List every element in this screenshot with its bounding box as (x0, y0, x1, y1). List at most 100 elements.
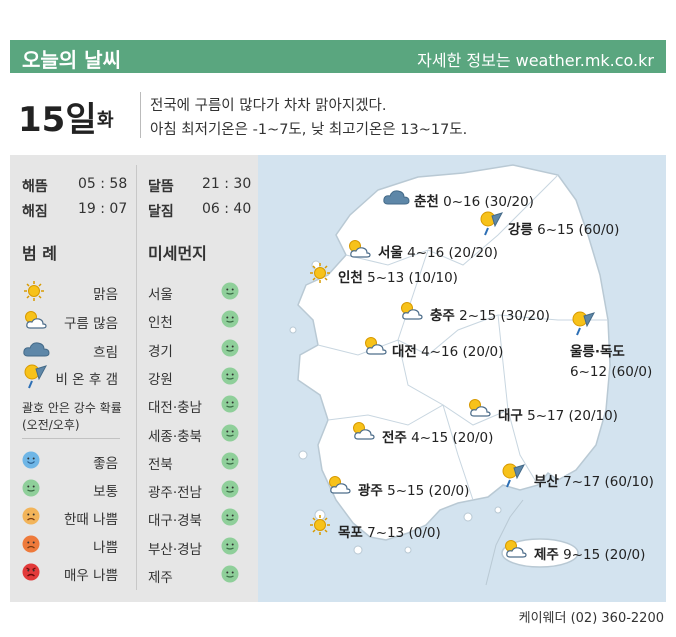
dust-region-face-icon (221, 537, 239, 555)
sun-cloud-icon (398, 300, 424, 326)
legend-label-mostly-cloudy: 구름 많음 (64, 316, 118, 332)
dust-region-face-icon (221, 339, 239, 357)
city-name: 인천 (338, 270, 363, 286)
city-name: 제주 (534, 547, 559, 563)
dust-region-name: 강원 (148, 371, 173, 388)
cloud-icon (22, 338, 50, 362)
city-forecast: 강릉 6~15 (60/0) (508, 218, 619, 238)
city-temperature-range: 0~16 (30/20) (443, 194, 534, 210)
precipitation-note: 괄호 안은 강수 확률 (오전/오후) (22, 401, 122, 432)
sun-icon (308, 514, 332, 540)
dust-region-name: 광주·전남 (148, 485, 202, 502)
city-forecast: 인천 5~13 (10/10) (338, 266, 458, 286)
sun-cloud-icon (362, 335, 388, 361)
dust-region-face-icon (221, 282, 239, 300)
dust-region-name: 경기 (148, 343, 173, 360)
dust-region-name: 전북 (148, 456, 173, 473)
rain-then-clear-icon (478, 210, 504, 240)
rain-then-clear-icon (500, 462, 526, 492)
map-panel (258, 155, 666, 602)
sun-cloud-icon (346, 238, 372, 264)
city-forecast: 충주 2~15 (30/20) (430, 304, 550, 324)
jeju-island-shape (501, 538, 579, 568)
city-temperature-range: 6~15 (60/0) (537, 222, 620, 238)
city-name: 부산 (534, 474, 559, 490)
sun-cloud-icon (350, 420, 376, 446)
city-temperature-range: 5~13 (10/10) (367, 270, 458, 286)
weather-summary: 전국에 구름이 많다가 차차 맑아지겠다. 아침 최저기온은 -1~7도, 낮 … (150, 94, 467, 142)
sun-cloud-icon (466, 397, 492, 423)
moonrise-time: 21 : 30 (202, 176, 252, 192)
summary-line-1: 전국에 구름이 많다가 차차 맑아지겠다. (150, 98, 387, 114)
sun-icon (308, 262, 332, 288)
dust-region-face-icon (221, 424, 239, 442)
city-forecast: 부산 7~17 (60/10) (534, 470, 654, 490)
city-temperature-range: 6~12 (60/0) (570, 364, 653, 380)
sun-cloud-icon (22, 309, 48, 335)
weather-site-link[interactable]: 자세한 정보는 weather.mk.co.kr (417, 51, 654, 70)
dust-level-label: 나쁨 (93, 540, 118, 556)
city-forecast: 서울 4~16 (20/20) (378, 241, 498, 261)
dust-face-icon (22, 535, 40, 553)
info-panel (10, 155, 258, 602)
sun-cloud-icon (502, 538, 528, 564)
cloud-icon (382, 186, 410, 210)
moonset-time: 06 : 40 (202, 201, 252, 217)
city-name: 서울 (378, 245, 403, 261)
dust-region-face-icon (221, 395, 239, 413)
dust-level-label: 좋음 (93, 456, 118, 472)
legend-title: 범 례 (22, 244, 58, 263)
dust-region-face-icon (221, 452, 239, 470)
rain-then-clear-icon (570, 310, 596, 340)
dust-face-icon (22, 563, 40, 581)
moonset-label: 달짐 (148, 204, 174, 220)
dust-region-face-icon (221, 367, 239, 385)
city-temperature-range: 5~17 (20/10) (527, 408, 618, 424)
city-forecast: 제주 9~15 (20/0) (534, 543, 645, 563)
dust-level-label: 매우 나쁨 (64, 568, 118, 584)
city-temperature-range: 2~15 (30/20) (459, 308, 550, 324)
summary-line-2: 아침 최저기온은 -1~7도, 낮 최고기온은 13~17도. (150, 122, 468, 138)
dust-region-name: 제주 (148, 570, 173, 586)
dust-face-icon (22, 507, 40, 525)
city-forecast: 목포 7~13 (0/0) (338, 521, 441, 541)
dust-region-name: 부산·경남 (148, 541, 202, 558)
dust-region-name: 대구·경북 (148, 513, 202, 530)
dust-region-name: 인천 (148, 315, 173, 332)
city-temperature-range: 4~16 (20/0) (421, 344, 504, 360)
dust-face-icon (22, 451, 40, 469)
city-forecast: 춘천 0~16 (30/20) (414, 190, 534, 210)
city-name: 전주 (382, 430, 407, 446)
column-divider (136, 165, 137, 590)
korea-mainland-shape (297, 164, 611, 541)
sunset-label: 해짐 (22, 204, 48, 220)
date-divider (140, 92, 141, 138)
dust-level-label: 보통 (93, 484, 118, 500)
city-forecast: 대구 5~17 (20/10) (498, 404, 618, 424)
legend-divider (22, 438, 120, 439)
sun-icon (22, 280, 46, 306)
city-name: 충주 (430, 308, 455, 324)
city-forecast: 광주 5~15 (20/0) (358, 479, 469, 499)
rain-then-clear-icon (22, 363, 48, 393)
dust-region-face-icon (221, 508, 239, 526)
dust-region-face-icon (221, 310, 239, 328)
city-name: 강릉 (508, 222, 533, 238)
city-forecast: 대전 4~16 (20/0) (392, 340, 503, 360)
city-name: 대구 (498, 408, 523, 424)
dust-region-name: 세종·충북 (148, 428, 202, 445)
sunrise-time: 05 : 58 (78, 176, 128, 192)
city-temperature-range: 7~17 (60/10) (563, 474, 654, 490)
legend-label-rain-then-clear: 비 온 후 갬 (55, 372, 118, 388)
page-title: 오늘의 날씨 (22, 48, 121, 72)
sunset-time: 19 : 07 (78, 201, 128, 217)
sun-cloud-icon (326, 474, 352, 500)
city-name: 춘천 (414, 194, 439, 210)
header-bar: 오늘의 날씨 자세한 정보는 weather.mk.co.kr (10, 40, 666, 73)
fine-dust-title: 미세먼지 (148, 244, 207, 263)
dust-level-label: 한때 나쁨 (64, 512, 118, 528)
dust-region-name: 대전·충남 (148, 400, 202, 417)
city-name: 광주 (358, 483, 383, 499)
date-weekday: 화 (97, 110, 114, 131)
city-temperature-range: 4~15 (20/0) (411, 430, 494, 446)
